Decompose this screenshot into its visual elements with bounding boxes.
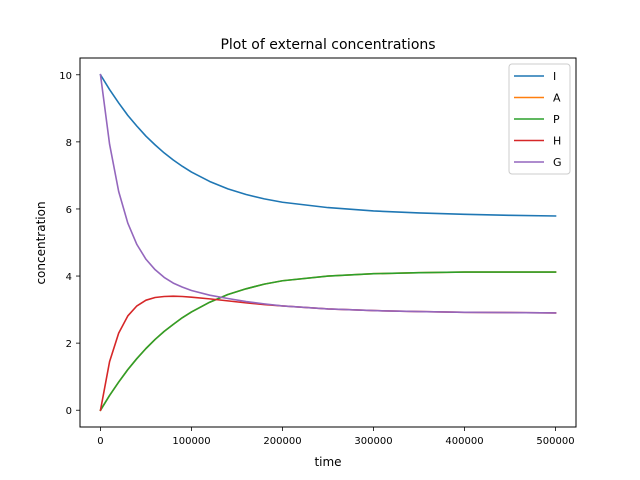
y-tick-label: 8 [66, 138, 72, 149]
series-line-i [99, 73, 557, 217]
legend-label-h: H [553, 135, 561, 148]
x-axis: 0 100000 200000 300000 400000 500000 [97, 427, 575, 447]
legend-label-a: A [553, 92, 561, 105]
legend-label-i: I [553, 70, 556, 83]
x-axis-label: time [314, 455, 341, 469]
axes-frame [79, 57, 577, 428]
x-tick-label: 400000 [445, 436, 483, 447]
y-tick-label: 2 [66, 339, 72, 350]
series-line-g [99, 73, 557, 314]
y-tick-label: 6 [66, 205, 72, 216]
x-tick-label: 100000 [172, 436, 210, 447]
x-tick-label: 300000 [354, 436, 392, 447]
x-tick-label: 500000 [536, 436, 574, 447]
y-tick-label: 10 [59, 71, 72, 82]
series-line-p [99, 271, 557, 412]
legend-label-p: P [553, 113, 560, 126]
y-axis: 0 2 4 6 8 10 [59, 71, 80, 417]
chart-title: Plot of external concentrations [220, 37, 435, 53]
x-tick-label: 200000 [263, 436, 301, 447]
y-tick-label: 4 [66, 272, 72, 283]
series-lines [99, 73, 557, 412]
legend-label-g: G [553, 156, 562, 169]
y-axis-label: concentration [34, 201, 48, 284]
y-tick-label: 0 [66, 406, 72, 417]
plot-area [79, 57, 577, 428]
x-tick-label: 0 [97, 436, 103, 447]
